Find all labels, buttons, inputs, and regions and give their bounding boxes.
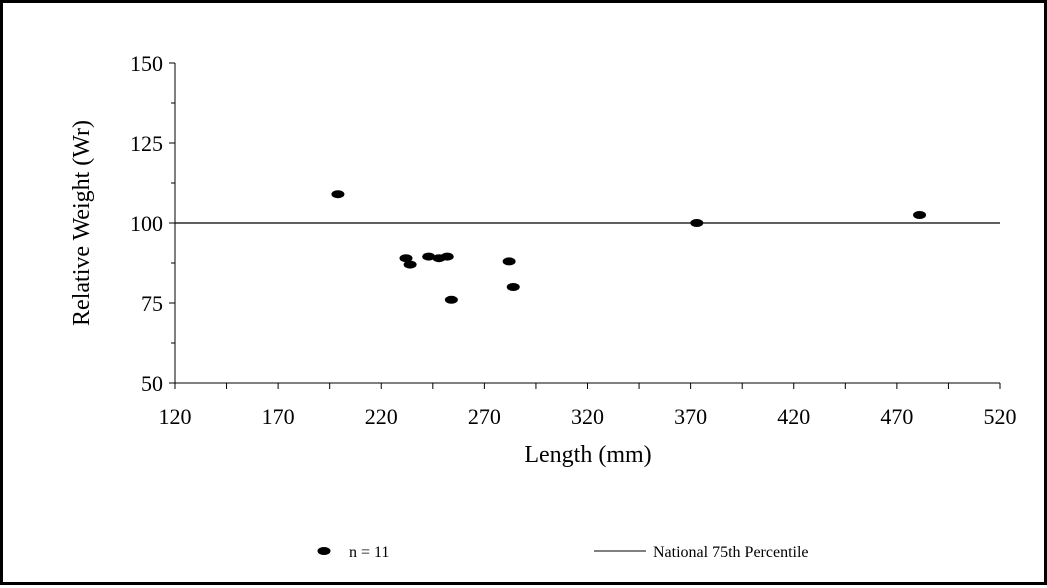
x-tick-label: 320 (571, 404, 604, 429)
data-point (404, 261, 417, 269)
legend-marker-points (318, 547, 331, 555)
x-tick-label: 370 (674, 404, 707, 429)
data-point (690, 219, 703, 227)
x-tick-label: 170 (262, 404, 295, 429)
y-tick-label: 75 (141, 291, 163, 316)
x-tick-label: 220 (365, 404, 398, 429)
x-ticks: 120 170 220 270 320 370 420 470 520 (159, 383, 1017, 429)
data-point (507, 283, 520, 291)
y-tick-label: 100 (130, 211, 163, 236)
data-point (503, 257, 516, 265)
data-point (445, 296, 458, 304)
legend-label-points: n = 11 (349, 544, 389, 561)
y-ticks: 50 75 100 125 150 (130, 51, 175, 396)
data-point (441, 253, 454, 261)
data-point (913, 211, 926, 219)
x-tick-label: 520 (984, 404, 1017, 429)
scatter-chart: 50 75 100 125 150 120 170 220 270 320 370 420 470 52… (3, 3, 1047, 588)
y-tick-label: 50 (141, 371, 163, 396)
x-tick-label: 470 (880, 404, 913, 429)
y-tick-label: 125 (130, 131, 163, 156)
x-axis-title: Length (mm) (524, 442, 651, 468)
legend-label-line: National 75th Percentile (653, 544, 809, 561)
data-points (331, 190, 926, 304)
data-point (331, 190, 344, 198)
x-tick-label: 270 (468, 404, 501, 429)
y-axis-title: Relative Weight (Wr) (69, 120, 95, 326)
x-tick-label: 420 (777, 404, 810, 429)
legend: n = 11 National 75th Percentile (318, 544, 809, 561)
x-tick-label: 120 (159, 404, 192, 429)
y-tick-label: 150 (130, 51, 163, 76)
